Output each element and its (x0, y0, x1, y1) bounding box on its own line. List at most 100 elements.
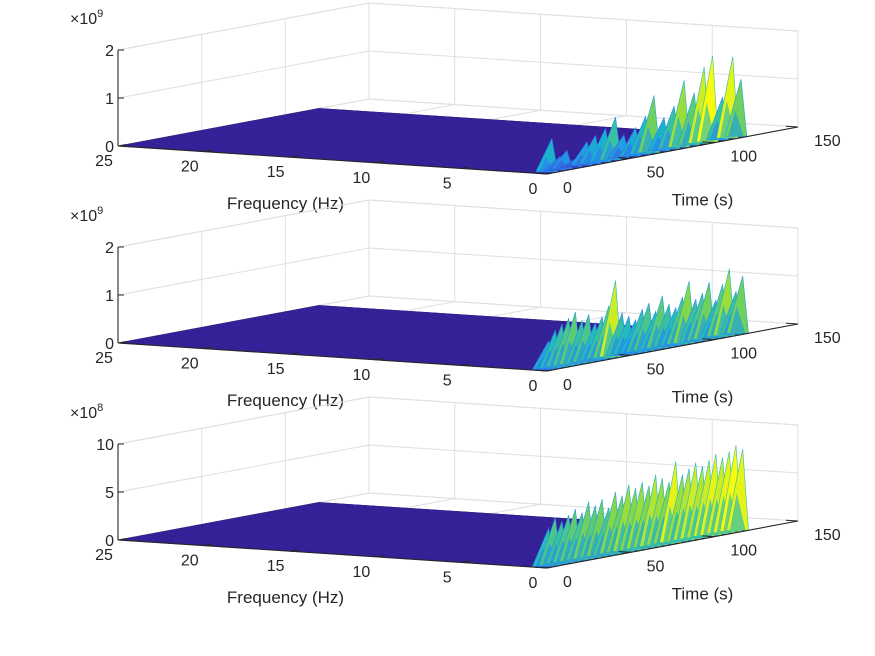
time-tick-label: 100 (730, 543, 757, 560)
frequency-tick-label: 15 (267, 361, 285, 378)
frequency-tick-label: 0 (529, 378, 538, 395)
frequency-tick-label: 15 (267, 558, 285, 575)
z-tick-label: 1 (105, 91, 114, 108)
surface-mesh-line (174, 529, 604, 558)
frequency-tick-mark (375, 554, 384, 558)
frequency-tick-mark (203, 346, 213, 350)
frequency-tick-mark (203, 149, 213, 153)
frequency-tick-mark (546, 171, 556, 175)
surface-mesh-line (211, 128, 641, 157)
surface-mesh-line (141, 141, 571, 170)
surface-mesh-line (134, 142, 564, 172)
surface-mesh-line (151, 336, 581, 365)
peak-ridge (728, 110, 744, 137)
surface-mesh-line (127, 143, 558, 173)
surface-mesh-line (127, 340, 558, 370)
z-multiplier-base: ×10 (70, 11, 97, 28)
frequency-tick-label: 5 (443, 372, 452, 389)
surface-mesh-line (131, 143, 561, 172)
surface-mesh-line (138, 141, 568, 171)
x-axis-label: Frequency (Hz) (227, 588, 344, 607)
surface-mesh-line (141, 535, 571, 564)
time-axis (546, 323, 799, 372)
z-multiplier-base: ×10 (70, 208, 97, 225)
surface-mesh-line (204, 129, 635, 158)
frequency-tick-mark (375, 160, 384, 164)
time-tick-mark (785, 519, 799, 522)
grid-z-horizontal (117, 50, 799, 99)
y-axis-label: Time (s) (672, 191, 734, 210)
peak-spike (726, 448, 749, 531)
frequency-tick-label: 10 (353, 170, 371, 187)
grid-z-horizontal (117, 247, 799, 296)
frequency-tick-mark (289, 155, 299, 158)
z-multiplier-exponent: 9 (97, 205, 103, 217)
time-tick-mark (785, 125, 799, 128)
frequency-tick-label: 10 (353, 367, 371, 384)
surface-mesh-line (151, 139, 581, 168)
surface-mesh-line (161, 334, 591, 364)
time-tick-label: 50 (647, 558, 665, 575)
frequency-tick-mark (461, 166, 470, 169)
time-tick-label: 100 (730, 346, 757, 363)
surface-mesh-line (124, 144, 554, 173)
surface-mesh-line (148, 534, 578, 563)
x-axis-label: Frequency (Hz) (227, 194, 344, 213)
surface-mesh-line (221, 126, 651, 155)
surface-mesh-line (174, 135, 604, 164)
frequency-tick-mark (203, 543, 213, 547)
surface-mesh-line (158, 532, 588, 561)
grid-z-horizontal (117, 199, 799, 248)
z-tick-label: 0 (105, 533, 114, 550)
frequency-tick-label: 5 (443, 569, 452, 586)
time-tick-label: 150 (814, 330, 841, 347)
surface-mesh-line (138, 535, 568, 565)
grid-z-horizontal (117, 2, 799, 51)
peak-spike (726, 275, 749, 334)
frequency-tick-mark (289, 549, 299, 552)
surface-mesh-line (168, 136, 598, 165)
peak-ridge (730, 306, 746, 333)
surface-mesh-line (158, 335, 588, 364)
surface-mesh-line (154, 532, 584, 562)
frequency-tick-mark (461, 560, 470, 563)
frequency-tick-mark (546, 565, 556, 569)
surface-mesh-line (134, 339, 564, 369)
frequency-tick-label: 20 (181, 159, 199, 176)
time-tick-label: 50 (647, 361, 665, 378)
z-tick-label: 0 (105, 336, 114, 353)
time-tick-label: 0 (563, 180, 572, 197)
z-tick-label: 1 (105, 288, 114, 305)
z-multiplier-exponent: 9 (97, 8, 103, 20)
surface-mesh-line (127, 537, 558, 567)
surface-mesh-line (134, 536, 564, 566)
time-tick-mark (702, 338, 715, 341)
peak-ridge (730, 493, 746, 530)
surface-mesh-line (144, 534, 574, 564)
time-tick-label: 150 (814, 527, 841, 544)
frequency-axis (117, 145, 548, 175)
time-tick-label: 50 (647, 164, 665, 181)
surface-mesh-line (174, 332, 604, 361)
time-tick-label: 150 (814, 133, 841, 150)
frequency-tick-mark (546, 368, 556, 372)
surface-mesh-line (198, 130, 628, 160)
surface-peaks (535, 55, 748, 173)
frequency-axis (117, 342, 548, 372)
time-tick-mark (534, 566, 548, 569)
z-tick-label: 2 (105, 43, 114, 60)
surface-mesh-line (138, 338, 568, 368)
surface-peaks (531, 268, 749, 370)
surface-mesh-line (168, 530, 598, 559)
surface-mesh-line (121, 145, 551, 174)
z-multiplier: ×109 (70, 8, 103, 28)
surface-mesh-line (151, 533, 581, 562)
surface-mesh-line (144, 337, 574, 367)
surface-mesh-line (178, 528, 608, 557)
frequency-tick-label: 25 (95, 350, 113, 367)
surface-mesh-line (124, 538, 554, 567)
surface-mesh-line (268, 117, 698, 147)
z-multiplier: ×109 (70, 205, 103, 225)
